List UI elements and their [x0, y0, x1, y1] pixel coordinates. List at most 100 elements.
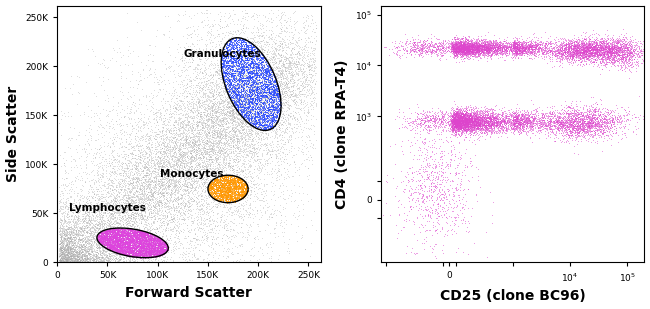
- Point: [257, 86, 268, 91]
- Point: [470, 48, 480, 53]
- Point: [584, 45, 595, 50]
- Point: [268, 113, 279, 118]
- Point: [66, 165, 77, 170]
- Point: [431, 118, 441, 123]
- Point: [216, 187, 227, 192]
- Point: [64, 86, 75, 91]
- Point: [103, 259, 114, 264]
- Point: [232, 89, 242, 94]
- Point: [303, 83, 313, 87]
- Point: [463, 126, 473, 131]
- Point: [492, 48, 502, 53]
- Point: [469, 241, 479, 246]
- Point: [112, 231, 122, 236]
- Point: [226, 34, 236, 39]
- Point: [584, 128, 594, 133]
- Point: [580, 133, 591, 138]
- Point: [207, 134, 218, 139]
- Point: [94, 176, 104, 181]
- Point: [70, 253, 81, 258]
- Point: [274, 221, 285, 226]
- Point: [276, 52, 287, 57]
- Point: [294, 89, 305, 94]
- Point: [241, 184, 252, 189]
- Point: [204, 124, 214, 129]
- Point: [135, 78, 146, 83]
- Point: [634, 44, 644, 49]
- Point: [135, 247, 145, 252]
- Point: [538, 114, 549, 119]
- Point: [255, 62, 266, 67]
- Point: [221, 106, 231, 111]
- Point: [461, 43, 471, 48]
- Point: [107, 237, 118, 242]
- Point: [223, 77, 233, 82]
- Point: [270, 156, 281, 161]
- Point: [304, 133, 314, 138]
- Point: [244, 108, 254, 113]
- Point: [91, 236, 101, 241]
- Point: [235, 116, 245, 121]
- Point: [637, 49, 647, 53]
- Point: [124, 230, 134, 235]
- Point: [133, 197, 143, 201]
- Point: [270, 79, 280, 84]
- Point: [76, 187, 86, 192]
- Point: [227, 178, 237, 183]
- Point: [159, 248, 170, 253]
- Point: [263, 80, 273, 85]
- Point: [262, 63, 272, 68]
- Point: [264, 90, 274, 95]
- Point: [238, 85, 248, 90]
- Point: [554, 56, 565, 61]
- Point: [188, 102, 199, 107]
- Point: [229, 90, 240, 95]
- Point: [467, 37, 477, 42]
- Point: [304, 67, 314, 72]
- Point: [454, 117, 464, 122]
- Point: [609, 124, 619, 129]
- Point: [99, 230, 109, 235]
- Point: [116, 231, 126, 236]
- Point: [288, 90, 298, 95]
- Point: [218, 195, 228, 200]
- Point: [221, 60, 231, 65]
- Point: [133, 170, 143, 175]
- Point: [538, 40, 549, 44]
- Point: [602, 44, 612, 49]
- Point: [107, 241, 118, 246]
- Point: [261, 121, 272, 126]
- Point: [203, 185, 213, 190]
- Point: [263, 124, 273, 129]
- Point: [141, 251, 151, 256]
- Point: [121, 250, 131, 255]
- Point: [159, 251, 170, 256]
- Point: [456, 131, 466, 136]
- Point: [470, 114, 480, 119]
- Point: [462, 104, 473, 109]
- Point: [488, 51, 498, 56]
- Point: [623, 48, 633, 53]
- Point: [176, 124, 187, 129]
- Point: [170, 87, 180, 92]
- Point: [563, 133, 573, 138]
- Point: [142, 198, 153, 203]
- Point: [633, 126, 644, 131]
- Point: [237, 73, 247, 78]
- Point: [72, 259, 83, 264]
- Point: [463, 125, 473, 129]
- Point: [257, 71, 267, 76]
- Point: [414, 117, 424, 122]
- Point: [261, 114, 272, 119]
- Point: [591, 47, 601, 52]
- Point: [279, 160, 289, 165]
- Point: [578, 125, 588, 130]
- Point: [127, 122, 137, 127]
- Point: [448, 46, 458, 51]
- Point: [455, 126, 465, 131]
- Point: [516, 42, 526, 47]
- Point: [633, 48, 644, 53]
- Point: [138, 119, 149, 124]
- Point: [142, 239, 152, 244]
- Point: [619, 51, 629, 56]
